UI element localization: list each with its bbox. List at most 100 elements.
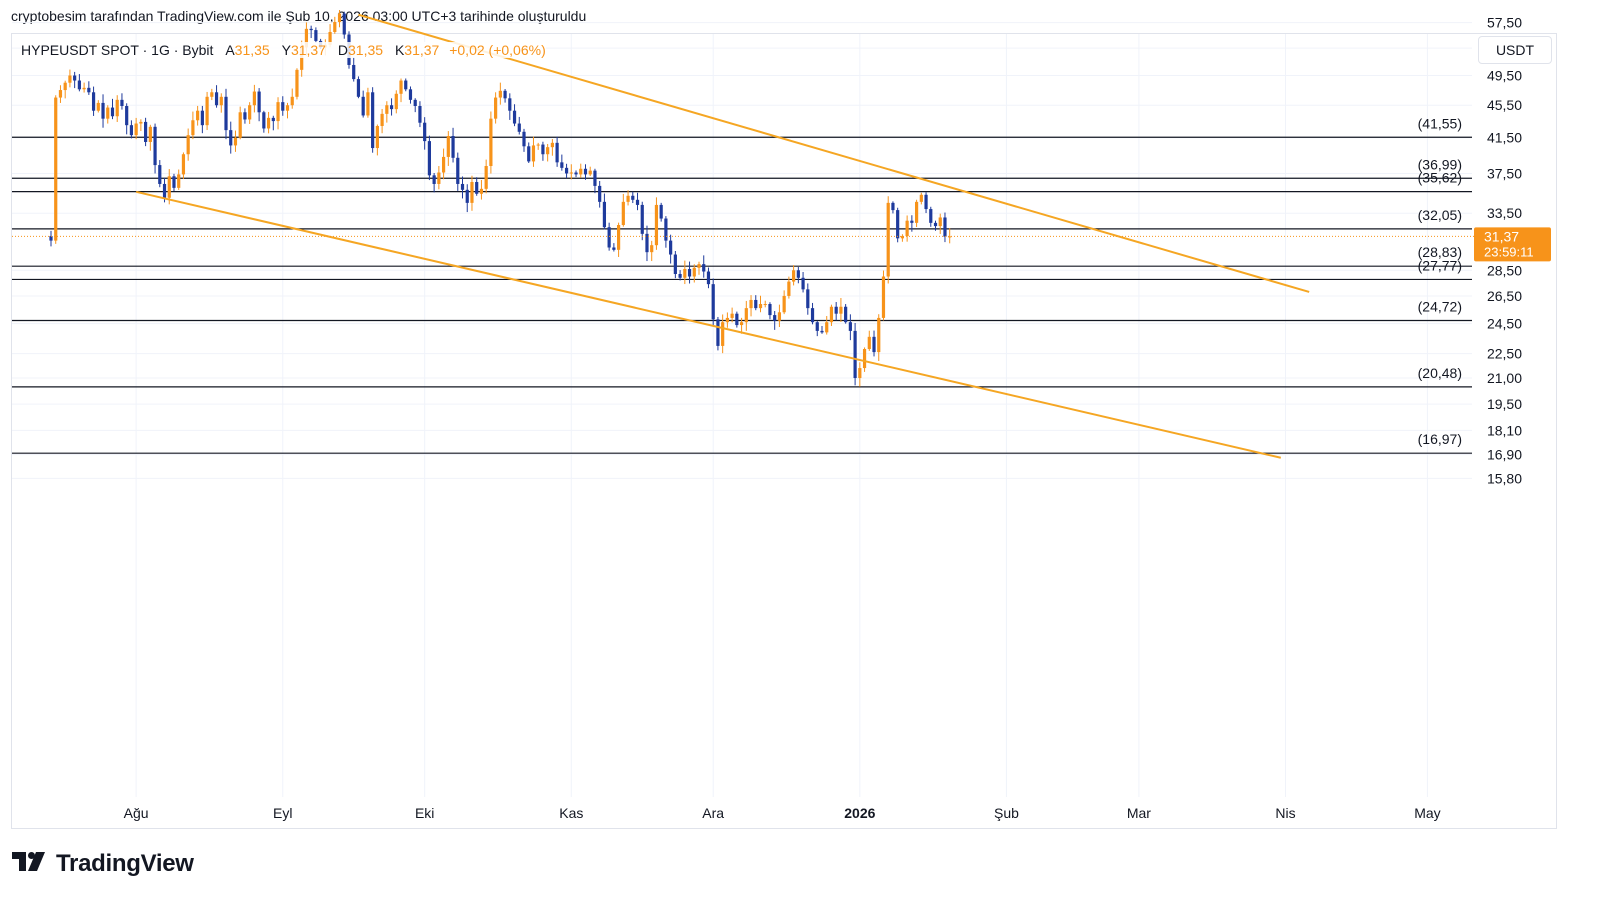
candle-down [451, 135, 455, 158]
trendlines[interactable] [135, 13, 1310, 459]
candle-up [196, 110, 200, 121]
y-axis-label: 49,50 [1487, 68, 1522, 84]
candle-down [517, 123, 521, 132]
candle-up [697, 264, 701, 268]
candle-down [129, 125, 134, 136]
current-price-tag [1474, 227, 1551, 262]
candle-up [650, 245, 654, 253]
candle-down [673, 254, 677, 275]
candle-down [872, 336, 876, 353]
candle-down [702, 264, 706, 272]
candle-up [782, 295, 786, 313]
candle-down [560, 162, 564, 168]
candle-down [574, 172, 578, 175]
y-axis-label: 28,50 [1487, 262, 1522, 278]
tradingview-logo[interactable]: TradingView [12, 850, 194, 878]
candle-down [848, 322, 852, 331]
low-value: 31,35 [348, 42, 384, 58]
x-axis-label: 2026 [844, 805, 875, 821]
candle-up [858, 368, 862, 379]
candle-up [721, 322, 725, 346]
candle-up [758, 304, 763, 309]
horizontal-level-label: (28,83) [1418, 244, 1462, 260]
candle-down [77, 80, 81, 90]
candle-up [692, 267, 696, 277]
candle-up [725, 317, 729, 323]
chart-frame[interactable] [11, 33, 1557, 829]
candle-down [659, 204, 663, 219]
candle-down [214, 92, 219, 106]
y-axis-label: 18,10 [1487, 422, 1522, 438]
candle-up [839, 306, 843, 314]
candle-up [749, 299, 753, 309]
candle-up [777, 312, 782, 321]
candle-down [564, 167, 569, 174]
candle-up [328, 31, 332, 45]
y-axis-label: 41,50 [1487, 130, 1522, 146]
candle-down [243, 112, 247, 120]
candle-up [134, 123, 138, 136]
candle-up [68, 75, 72, 83]
candle-up [210, 92, 214, 97]
y-axis-label: 21,00 [1487, 370, 1522, 386]
candle-up [484, 166, 488, 189]
candle-down [281, 102, 285, 111]
candle-up [375, 125, 379, 149]
candle-down [309, 28, 313, 31]
x-axis-label: Eyl [273, 805, 292, 821]
candle-up [579, 168, 583, 175]
trendline-lower[interactable] [135, 190, 1282, 459]
candle-down [427, 141, 431, 176]
candle-up [905, 220, 909, 237]
candle-down [810, 308, 815, 323]
horizontal-level-label: (32,05) [1418, 207, 1462, 223]
trendline-upper[interactable] [358, 13, 1310, 293]
candle-down [773, 315, 777, 321]
horizontal-level-label: (24,72) [1418, 298, 1462, 314]
symbol-name[interactable]: HYPEUSDT SPOT · 1G · Bybit [21, 42, 214, 58]
candle-down [678, 274, 682, 278]
candle-up [886, 202, 890, 277]
candle-up [730, 313, 734, 318]
candle-down [158, 165, 162, 184]
axes: AğuEylEkiKasAra2026ŞubMarNisMay57,5053,5… [124, 15, 1523, 821]
close-value: 31,37 [404, 42, 440, 58]
candle-up [333, 22, 337, 32]
candle-up [181, 154, 186, 175]
candle-down [257, 91, 261, 113]
horizontal-levels: (41,55) (36,99)(35,62) (32,05) (28,83)(27,7… [12, 115, 1472, 454]
candle-up [186, 135, 190, 155]
candle-down [687, 269, 692, 277]
x-axis-label: May [1414, 805, 1440, 821]
candle-up [792, 270, 796, 282]
candle-down [716, 319, 720, 346]
x-axis-label: Kas [559, 805, 583, 821]
candle-up [938, 217, 942, 227]
y-axis-label: 33,50 [1487, 205, 1522, 221]
candle-up [205, 96, 209, 126]
currency-button[interactable]: USDT [1478, 36, 1552, 64]
candle-up [233, 137, 238, 146]
candle-up [58, 90, 63, 98]
candle-down [465, 189, 469, 203]
candle-down [891, 202, 895, 211]
candle-up [536, 144, 540, 146]
candle-down [522, 131, 526, 147]
candles [49, 10, 952, 387]
candle-down [806, 289, 810, 309]
candle-down [475, 182, 479, 194]
horizontal-level-label: (20,48) [1418, 365, 1462, 381]
candle-down [555, 142, 559, 163]
candle-up [919, 194, 923, 202]
horizontal-level-label: (41,55) [1418, 115, 1462, 131]
candle-down [933, 222, 938, 227]
tradingview-logo-icon [12, 852, 45, 871]
candle-down [371, 92, 375, 149]
candle-down [172, 176, 176, 188]
candle-down [754, 299, 758, 309]
candle-down [602, 201, 607, 228]
candle-down [815, 322, 819, 331]
horizontal-level-label: (27,77) [1418, 257, 1462, 273]
candle-down [735, 313, 739, 326]
